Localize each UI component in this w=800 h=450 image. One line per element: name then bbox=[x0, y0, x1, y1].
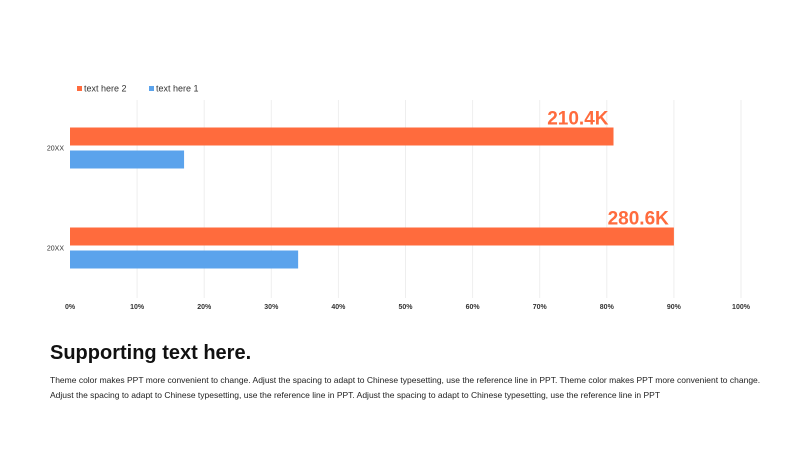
legend-swatch bbox=[149, 86, 154, 91]
x-tick-labels: 0% 10% 20% 30% 40% 50% 60% 70% 80% 90% 100% bbox=[65, 304, 751, 311]
supporting-body-text: Theme color makes PPT more convenient to… bbox=[50, 375, 761, 400]
bar bbox=[70, 250, 299, 269]
data-label: 210.4K bbox=[547, 109, 609, 130]
x-tick-label: 60% bbox=[466, 304, 481, 311]
x-tick-label: 90% bbox=[667, 304, 682, 311]
legend-label: text here 2 bbox=[84, 84, 127, 94]
data-labels: 210.4K 280.6K bbox=[547, 109, 669, 230]
category-labels: 20XX 20XX bbox=[47, 146, 64, 253]
x-tick-label: 80% bbox=[600, 304, 615, 311]
legend-label: text here 1 bbox=[156, 84, 199, 94]
x-tick-label: 40% bbox=[331, 304, 346, 311]
x-tick-label: 0% bbox=[65, 304, 76, 311]
bars bbox=[70, 127, 674, 269]
category-label: 20XX bbox=[47, 146, 64, 153]
bar bbox=[70, 127, 614, 146]
bar-chart: text here 2 text here 1 210.4K 280.6K 20XX… bbox=[47, 84, 751, 312]
x-tick-label: 50% bbox=[398, 304, 413, 311]
legend: text here 2 text here 1 bbox=[77, 84, 199, 94]
x-tick-label: 70% bbox=[533, 304, 548, 311]
category-label: 20XX bbox=[47, 246, 64, 253]
x-tick-label: 30% bbox=[264, 304, 279, 311]
x-tick-label: 20% bbox=[197, 304, 212, 311]
data-label: 280.6K bbox=[608, 209, 670, 230]
x-tick-label: 100% bbox=[732, 304, 751, 311]
legend-swatch bbox=[77, 86, 82, 91]
x-tick-label: 10% bbox=[130, 304, 145, 311]
bar bbox=[70, 227, 674, 246]
supporting-heading: Supporting text here. bbox=[50, 342, 252, 364]
bar bbox=[70, 150, 185, 169]
